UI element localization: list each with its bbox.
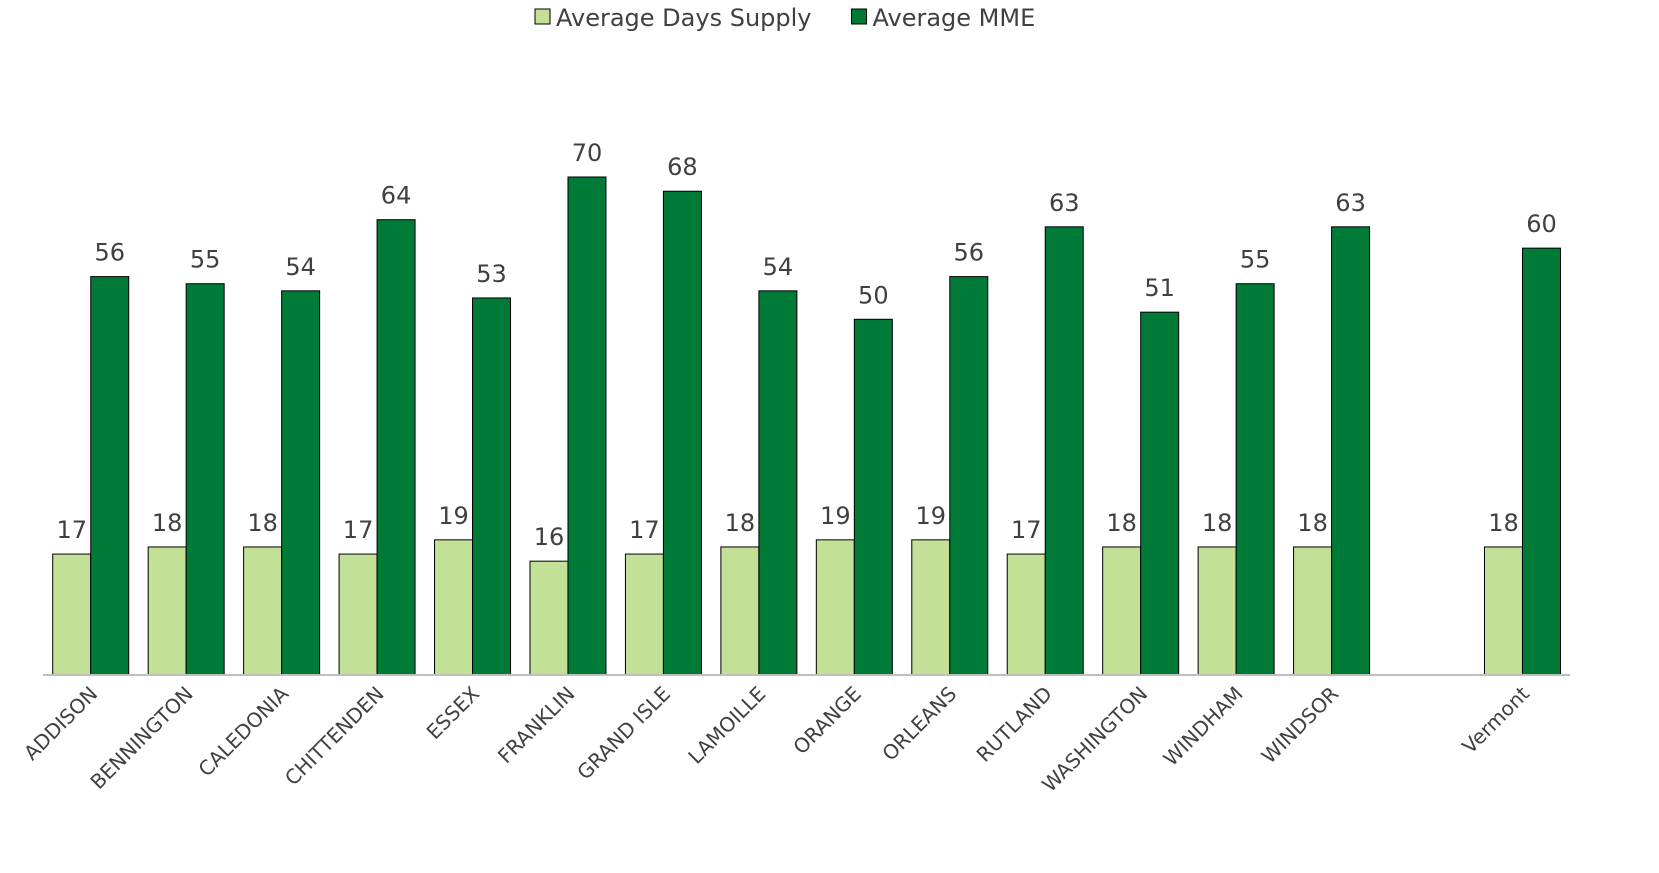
data-label: 18 [152,509,183,537]
legend: Average Days Supply Average MME [534,4,1036,32]
data-label: 19 [916,502,947,530]
x-tick-label: GRAND ISLE [572,682,675,785]
bar [1140,311,1180,676]
bar [624,553,664,676]
data-label: 17 [56,516,87,544]
data-label: 18 [725,509,756,537]
data-label: 51 [1144,274,1175,302]
data-label: 64 [381,182,412,210]
bar [815,539,855,676]
data-label: 17 [1011,516,1042,544]
data-label: 19 [438,502,469,530]
bar [1293,546,1333,676]
bar [147,546,187,676]
x-tick-label: ESSEX [422,681,485,744]
data-label: 55 [1240,246,1271,274]
data-label: 18 [1202,509,1233,537]
legend-swatch [534,8,551,25]
data-label: 18 [1488,509,1519,537]
x-tick-label: CALEDONIA [193,681,293,781]
bar [52,553,92,676]
bar [911,539,951,676]
data-label: 56 [954,239,985,267]
data-label: 50 [858,281,889,309]
bar [720,546,760,676]
bar [1521,247,1561,676]
data-label: 70 [572,139,603,167]
bar [185,283,225,676]
legend-label: Average MME [873,4,1036,32]
data-label: 63 [1335,189,1366,217]
bar [529,560,569,676]
x-tick-label: RUTLAND [972,682,1057,767]
bar [1044,226,1084,676]
bar [281,290,321,676]
bar [662,190,702,676]
x-tick-label: ADDISON [19,682,102,765]
bar [90,276,130,676]
bar [1006,553,1046,676]
data-label: 54 [763,253,794,281]
x-tick-label: LAMOILLE [683,682,770,769]
data-label: 17 [629,516,660,544]
data-label: 18 [1297,509,1328,537]
x-tick-label: CHITTENDEN [280,682,389,791]
data-label: 56 [94,239,125,267]
x-tick-label: WINDHAM [1159,682,1248,771]
bar [758,290,798,676]
x-tick-label: ORLEANS [877,682,961,766]
bar [853,318,893,676]
data-label: 60 [1526,210,1557,238]
data-label: 53 [476,260,507,288]
data-label: 18 [1106,509,1137,537]
data-label: 68 [667,153,698,181]
data-label: 17 [343,516,374,544]
data-label: 63 [1049,189,1080,217]
data-label: 19 [820,502,851,530]
bar [949,276,989,676]
bar [243,546,283,676]
x-tick-label: Vermont [1457,681,1534,758]
bar [1197,546,1237,676]
data-label: 16 [534,523,565,551]
x-tick-label: FRANKLIN [493,682,580,769]
data-label: 54 [285,253,316,281]
bar [376,219,416,676]
bar [1235,283,1275,676]
bar [434,539,474,676]
bar [1483,546,1523,676]
bar [472,297,512,676]
legend-swatch [851,8,867,25]
bar [338,553,378,676]
data-label: 18 [247,509,278,537]
data-label: 55 [190,246,221,274]
x-tick-label: BENNINGTON [85,682,197,794]
bar [1102,546,1142,676]
x-tick-label: ORANGE [788,682,866,760]
bar [567,176,607,676]
legend-label: Average Days Supply [556,4,812,32]
bar [1331,226,1371,676]
x-tick-label: WINDSOR [1257,681,1344,768]
